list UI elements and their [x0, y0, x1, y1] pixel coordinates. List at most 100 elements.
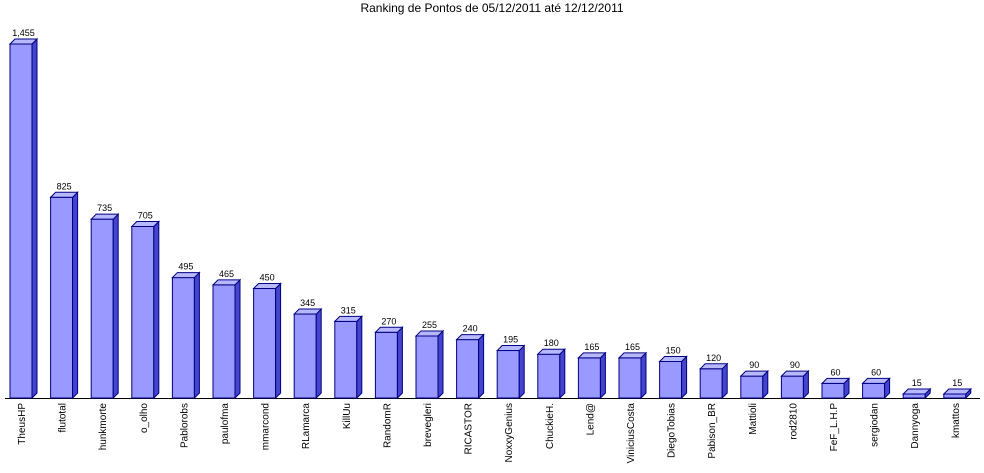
bar-top-2: [89, 213, 120, 220]
category-label-10: brevegleri: [423, 403, 434, 447]
bar-8: [334, 320, 358, 399]
value-label-16: 150: [666, 346, 681, 356]
bar-top-19: [780, 370, 810, 377]
category-label-7: RLamarca: [301, 403, 312, 450]
bar-20: [821, 382, 845, 399]
value-label-6: 450: [260, 273, 275, 283]
value-label-9: 270: [381, 316, 396, 326]
category-label-23: kmattos: [951, 403, 962, 438]
bar-6: [253, 288, 277, 399]
bar-0: [9, 43, 33, 399]
bar-top-21: [861, 377, 891, 384]
bar-1: [50, 196, 74, 399]
value-label-20: 60: [830, 367, 840, 377]
bar-9: [374, 331, 398, 399]
category-label-2: hunkmorte: [98, 403, 109, 451]
bar-top-4: [171, 272, 201, 279]
category-label-13: ChuckieH.: [545, 403, 556, 449]
category-label-9: RandomR: [382, 403, 393, 448]
bar-top-23: [942, 388, 973, 395]
bar-top-7: [292, 308, 323, 315]
category-label-16: DiegoTobias: [667, 403, 678, 458]
bar-side-12: [518, 344, 525, 400]
bar-top-3: [130, 220, 161, 227]
bar-top-16: [658, 356, 688, 363]
bar-top-1: [49, 191, 79, 198]
bar-top-0: [8, 38, 39, 45]
bar-15: [618, 357, 642, 399]
bar-side-9: [396, 326, 403, 400]
category-label-6: mmarcond: [261, 403, 272, 450]
bar-side-3: [153, 220, 160, 400]
bar-side-6: [275, 282, 282, 400]
chart-title: Ranking de Pontos de 05/12/2011 até 12/1…: [360, 1, 624, 15]
bar-side-14: [599, 351, 606, 400]
bar-top-18: [739, 370, 770, 377]
value-label-13: 180: [544, 338, 559, 348]
bar-top-15: [617, 352, 648, 359]
bar-top-9: [374, 326, 404, 333]
value-label-5: 465: [219, 269, 234, 279]
value-label-12: 195: [503, 335, 518, 345]
value-label-8: 315: [341, 305, 356, 315]
bar-18: [740, 375, 764, 399]
bar-top-22: [901, 388, 932, 395]
category-label-20: FeF_L.H.P: [829, 403, 840, 452]
value-label-15: 165: [625, 342, 640, 352]
bar-4: [171, 277, 195, 399]
bar-16: [659, 361, 683, 399]
category-label-8: KillUu: [342, 403, 353, 429]
bar-side-0: [31, 37, 38, 400]
bar-top-17: [698, 363, 729, 370]
category-label-17: Pabison_BR: [707, 403, 718, 459]
bar-side-1: [72, 191, 79, 400]
bar-side-17: [721, 362, 728, 400]
value-label-2: 735: [97, 203, 112, 213]
category-label-12: NoxxyGenius: [504, 403, 515, 462]
bar-side-5: [234, 278, 241, 400]
category-label-14: Lend@: [585, 403, 596, 435]
bar-side-2: [112, 212, 119, 400]
bar-top-13: [536, 348, 567, 355]
category-label-11: RICASTOR: [464, 403, 475, 455]
value-label-0: 1,455: [12, 28, 35, 38]
category-label-3: o_olho: [139, 403, 150, 433]
category-label-1: flutotal: [58, 403, 69, 432]
bar-side-4: [193, 271, 200, 400]
value-label-3: 705: [138, 210, 153, 220]
category-label-0: TheusHP: [17, 403, 28, 445]
value-label-23: 15: [952, 378, 962, 388]
category-label-22: Dannyoga: [910, 403, 921, 449]
value-label-11: 240: [463, 324, 478, 334]
bar-11: [456, 339, 480, 399]
bar-13: [537, 353, 561, 399]
bar-side-11: [478, 333, 485, 400]
category-label-18: Mattioli: [748, 403, 759, 435]
bar-top-10: [414, 330, 445, 337]
category-label-4: Pablorobs: [179, 403, 190, 448]
bar-22: [902, 393, 926, 399]
category-label-19: rod2810: [788, 403, 799, 440]
bar-7: [293, 313, 317, 399]
value-label-4: 495: [178, 262, 193, 272]
bar-top-12: [495, 345, 526, 352]
bar-10: [415, 335, 439, 399]
bar-23: [943, 393, 967, 399]
bar-top-6: [252, 283, 282, 290]
bar-top-5: [211, 279, 242, 286]
bar-12: [496, 350, 520, 399]
value-label-10: 255: [422, 320, 437, 330]
value-label-7: 345: [300, 298, 315, 308]
category-label-21: sergiodan: [870, 403, 881, 447]
value-label-18: 90: [749, 360, 759, 370]
bar-side-16: [681, 355, 688, 400]
bar-top-11: [455, 334, 485, 341]
bar-19: [780, 375, 804, 399]
bar-14: [577, 357, 601, 399]
value-label-21: 60: [871, 367, 881, 377]
value-label-1: 825: [57, 181, 72, 191]
bar-21: [862, 382, 886, 399]
bar-2: [90, 218, 114, 399]
bar-top-14: [577, 352, 607, 359]
bar-side-15: [640, 351, 647, 400]
